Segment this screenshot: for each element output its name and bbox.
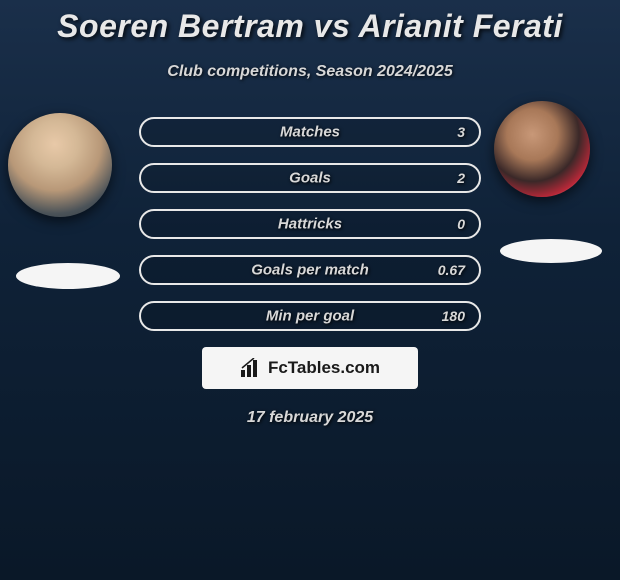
stat-row: Goals per match 0.67	[139, 255, 481, 285]
page-title: Soeren Bertram vs Arianit Ferati	[0, 0, 620, 45]
avatar-shadow	[500, 239, 602, 263]
player-right-avatar	[494, 101, 590, 221]
subtitle: Club competitions, Season 2024/2025	[0, 63, 620, 81]
stat-row: Matches 3	[139, 117, 481, 147]
stats-list: Matches 3 Goals 2 Hattricks 0 Goals per …	[139, 113, 481, 331]
stat-label: Min per goal	[266, 308, 354, 325]
brand-text: FcTables.com	[268, 358, 380, 378]
stat-row: Goals 2	[139, 163, 481, 193]
bar-chart-icon	[240, 358, 262, 378]
avatar-image	[8, 113, 112, 217]
avatar-shadow	[16, 263, 120, 289]
stat-value: 3	[457, 124, 465, 140]
stat-row: Min per goal 180	[139, 301, 481, 331]
stat-label: Goals	[289, 170, 331, 187]
stat-value: 0	[457, 216, 465, 232]
stat-value: 2	[457, 170, 465, 186]
stat-row: Hattricks 0	[139, 209, 481, 239]
stat-label: Goals per match	[251, 262, 369, 279]
stat-value: 0.67	[438, 262, 465, 278]
stat-label: Hattricks	[278, 216, 342, 233]
stat-label: Matches	[280, 124, 340, 141]
avatar-image	[494, 101, 590, 197]
brand-badge[interactable]: FcTables.com	[202, 347, 418, 389]
date-label: 17 february 2025	[0, 409, 620, 427]
stat-value: 180	[442, 308, 465, 324]
player-left-avatar	[8, 113, 112, 241]
comparison-content: Matches 3 Goals 2 Hattricks 0 Goals per …	[0, 113, 620, 427]
